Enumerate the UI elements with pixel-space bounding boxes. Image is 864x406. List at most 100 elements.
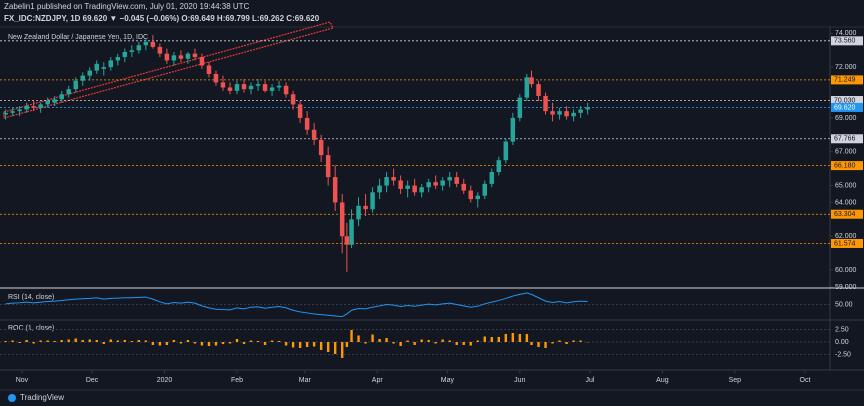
candle-body (94, 63, 100, 71)
candle-body (3, 112, 8, 115)
level-box (831, 134, 863, 144)
candle-body (185, 53, 191, 59)
candle-body (585, 107, 590, 110)
indicator-bar (39, 340, 42, 342)
indicator-bar (469, 342, 472, 346)
indicator-bar (137, 340, 141, 342)
candle-body (108, 60, 114, 68)
indicator-tick-label: -2.50 (835, 351, 851, 358)
level-label: 70.030 (834, 97, 856, 104)
candle-body (391, 177, 396, 181)
candle-body (496, 160, 502, 173)
candle-body (164, 53, 170, 61)
indicator-bar (504, 334, 508, 342)
x-tick-label: Mar (299, 377, 312, 384)
indicator-bar (60, 340, 63, 342)
level-box (831, 102, 863, 112)
candle-body (332, 177, 338, 203)
candle-body (405, 185, 410, 189)
y-tick-label: 67.000 (835, 149, 857, 156)
candle-body (10, 111, 15, 113)
indicator-bar (25, 340, 28, 342)
level-label: 73.560 (834, 38, 856, 45)
candle-body (269, 87, 275, 91)
logo (8, 394, 16, 402)
indicator-bar (284, 342, 288, 346)
candle-body (377, 185, 382, 193)
candle-body (283, 85, 289, 95)
candle-body (241, 84, 247, 90)
indicator-bar (340, 342, 344, 358)
candle-body (524, 77, 530, 98)
indicator-bar (364, 342, 367, 344)
candle-body (150, 41, 156, 47)
candle-body (38, 104, 43, 108)
candle-body (59, 94, 64, 100)
level-label: 69.620 (834, 104, 856, 111)
y-tick-label: 74.000 (835, 30, 857, 37)
indicator-bar (116, 340, 120, 342)
indicator-bar (151, 342, 155, 345)
indicator-bar (448, 340, 451, 342)
level-box (831, 161, 863, 171)
candle-body (220, 82, 226, 88)
candle-body (564, 111, 569, 117)
indicator-bar (179, 342, 183, 344)
candle-body (370, 192, 375, 210)
candle-body (461, 183, 466, 191)
indicator-bar (558, 340, 561, 342)
indicator-bar (11, 340, 14, 342)
candle-body (311, 129, 317, 140)
indicator-bar (74, 338, 77, 342)
x-tick-label: Oct (800, 377, 811, 384)
indicator-bar (235, 339, 239, 342)
indicator-bar (357, 335, 360, 342)
candle-body (248, 85, 254, 90)
candle-body (199, 57, 205, 66)
candle-body (384, 177, 389, 186)
indicator-bar (207, 342, 211, 346)
x-tick-label: Aug (656, 377, 669, 384)
candle-body (578, 109, 583, 113)
candle-body (45, 101, 50, 105)
footer-brand: TradingView (20, 393, 64, 402)
indicator-bar (392, 342, 395, 344)
level-label: 66.180 (834, 162, 856, 169)
candle-body (290, 94, 296, 105)
indicator-bar (32, 342, 35, 344)
candle-body (234, 84, 240, 91)
indicator-bar (186, 340, 190, 342)
indicator-bar (193, 342, 197, 344)
indicator-bar (298, 342, 302, 348)
level-label: 61.574 (834, 240, 856, 247)
candle-body (66, 89, 71, 95)
level-label: 71.249 (834, 77, 856, 84)
candle-body (356, 205, 361, 220)
indicator-bar (371, 334, 374, 342)
indicator-bar (462, 342, 465, 345)
candle-body (31, 106, 36, 108)
candle-body (325, 155, 331, 178)
indicator-bar (511, 333, 515, 342)
candle-body (227, 87, 233, 91)
indicator-bar (518, 334, 522, 342)
candle-body (73, 80, 78, 90)
candle-body (304, 117, 310, 130)
candle-body (454, 177, 459, 184)
indicator-bar (95, 340, 98, 342)
candle-body (297, 104, 303, 118)
candle-body (489, 172, 495, 184)
indicator-bar (399, 342, 402, 346)
level-label: 63.304 (834, 211, 856, 218)
candle-body (510, 117, 516, 142)
indicator-bar (406, 340, 409, 342)
candle-body (536, 84, 541, 96)
candle-body (426, 182, 431, 188)
candle-body (171, 55, 177, 61)
indicator-bar (544, 342, 547, 348)
candle-body (262, 84, 268, 91)
candle-body (412, 185, 417, 193)
indicator-bar (228, 342, 232, 344)
